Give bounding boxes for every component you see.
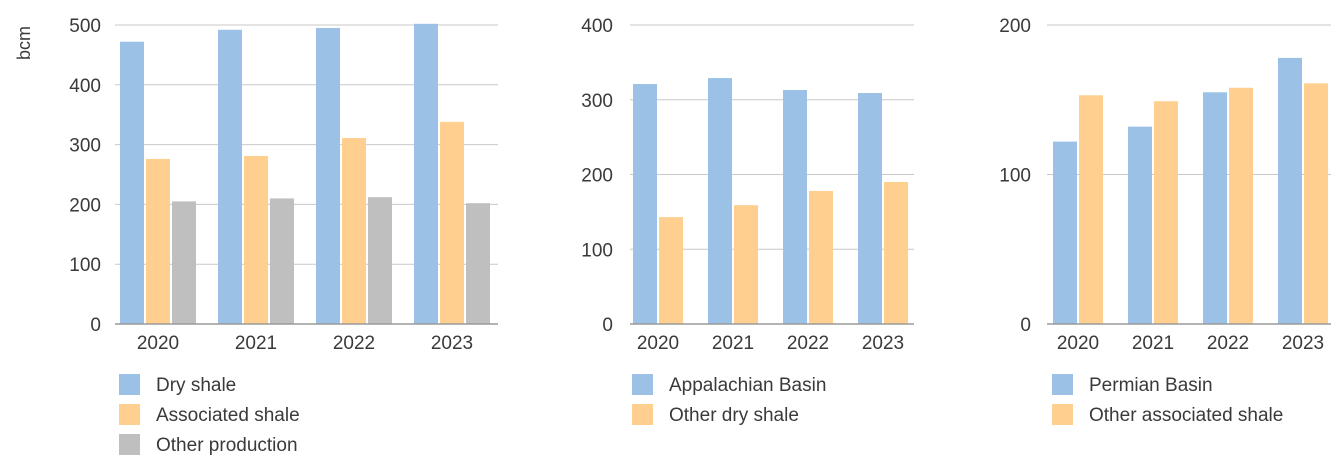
legend: Dry shale Associated shale Other productio… bbox=[119, 374, 300, 456]
x-tick-label: 2022 bbox=[333, 333, 375, 354]
bar bbox=[884, 181, 908, 324]
bar bbox=[783, 90, 807, 324]
bar bbox=[368, 197, 392, 324]
bar bbox=[1304, 83, 1328, 325]
bar bbox=[1203, 92, 1227, 325]
legend-label: Associated shale bbox=[156, 405, 300, 426]
bar bbox=[146, 158, 170, 324]
bar bbox=[1154, 101, 1178, 325]
bar bbox=[342, 138, 366, 324]
x-tick-label: 2021 bbox=[1132, 333, 1174, 354]
x-tick-label: 2020 bbox=[1057, 333, 1099, 354]
bar bbox=[1053, 141, 1077, 324]
x-tick-label: 2021 bbox=[235, 333, 277, 354]
legend-swatch bbox=[119, 434, 140, 455]
y-tick-label: 400 bbox=[581, 16, 613, 37]
bar bbox=[1128, 126, 1152, 324]
bar bbox=[1079, 95, 1103, 324]
legend-swatch bbox=[119, 404, 140, 425]
bar bbox=[809, 190, 833, 324]
bar bbox=[1278, 57, 1302, 324]
bar bbox=[440, 121, 464, 324]
bar bbox=[734, 205, 758, 324]
legend-swatch bbox=[632, 374, 653, 395]
y-tick-label: 400 bbox=[69, 76, 101, 97]
y-tick-label: 300 bbox=[69, 136, 101, 157]
bar bbox=[708, 78, 732, 324]
x-tick-label: 2023 bbox=[1282, 333, 1324, 354]
y-tick-label: 200 bbox=[69, 195, 101, 216]
bar bbox=[633, 84, 657, 325]
chart-panel-3: 0 100 200 2020 2021 2022 2023 Permian Basin Othe… bbox=[999, 16, 1331, 426]
y-tick-label: 200 bbox=[999, 16, 1031, 37]
legend-swatch bbox=[632, 404, 653, 425]
y-tick-label: 200 bbox=[581, 166, 613, 187]
bar bbox=[218, 29, 242, 325]
y-tick-label: 0 bbox=[90, 315, 101, 336]
x-tick-label: 2022 bbox=[787, 333, 829, 354]
chart-panel-1: 0 100 200 300 400 500 bcm 2020 2021 2022 2023 Dry s… bbox=[14, 16, 498, 456]
y-axis-label: bcm bbox=[14, 26, 34, 60]
bar bbox=[270, 198, 294, 324]
legend-swatch bbox=[1052, 404, 1073, 425]
x-tick-label: 2023 bbox=[862, 333, 904, 354]
bar bbox=[414, 23, 438, 325]
bar bbox=[659, 217, 683, 324]
x-tick-label: 2022 bbox=[1207, 333, 1249, 354]
bar bbox=[244, 155, 268, 324]
legend-label: Other associated shale bbox=[1089, 405, 1283, 426]
legend-label: Other dry shale bbox=[669, 405, 799, 426]
legend: Appalachian Basin Other dry shale bbox=[632, 374, 826, 426]
y-tick-label: 100 bbox=[581, 240, 613, 261]
bar bbox=[172, 201, 196, 324]
chart-panel-2: 0 100 200 300 400 2020 2021 2022 2023 Appalachian… bbox=[581, 16, 914, 426]
bar bbox=[858, 93, 882, 325]
legend-label: Appalachian Basin bbox=[669, 375, 826, 396]
bar bbox=[120, 41, 144, 325]
legend: Permian Basin Other associated shale bbox=[1052, 374, 1283, 426]
legend-swatch bbox=[1052, 374, 1073, 395]
legend-label: Dry shale bbox=[156, 375, 236, 396]
y-tick-label: 300 bbox=[581, 91, 613, 112]
x-tick-label: 2023 bbox=[431, 333, 473, 354]
y-tick-label: 0 bbox=[602, 315, 613, 336]
legend-label: Other production bbox=[156, 435, 298, 456]
bar bbox=[316, 27, 340, 325]
bar bbox=[466, 203, 490, 324]
x-tick-label: 2020 bbox=[137, 333, 179, 354]
legend-label: Permian Basin bbox=[1089, 375, 1213, 396]
x-tick-label: 2020 bbox=[637, 333, 679, 354]
legend-swatch bbox=[119, 374, 140, 395]
y-tick-label: 100 bbox=[999, 166, 1031, 187]
bar bbox=[1229, 87, 1253, 324]
x-tick-label: 2021 bbox=[712, 333, 754, 354]
y-tick-label: 0 bbox=[1020, 315, 1031, 336]
y-tick-label: 500 bbox=[69, 16, 101, 37]
y-tick-label: 100 bbox=[69, 255, 101, 276]
